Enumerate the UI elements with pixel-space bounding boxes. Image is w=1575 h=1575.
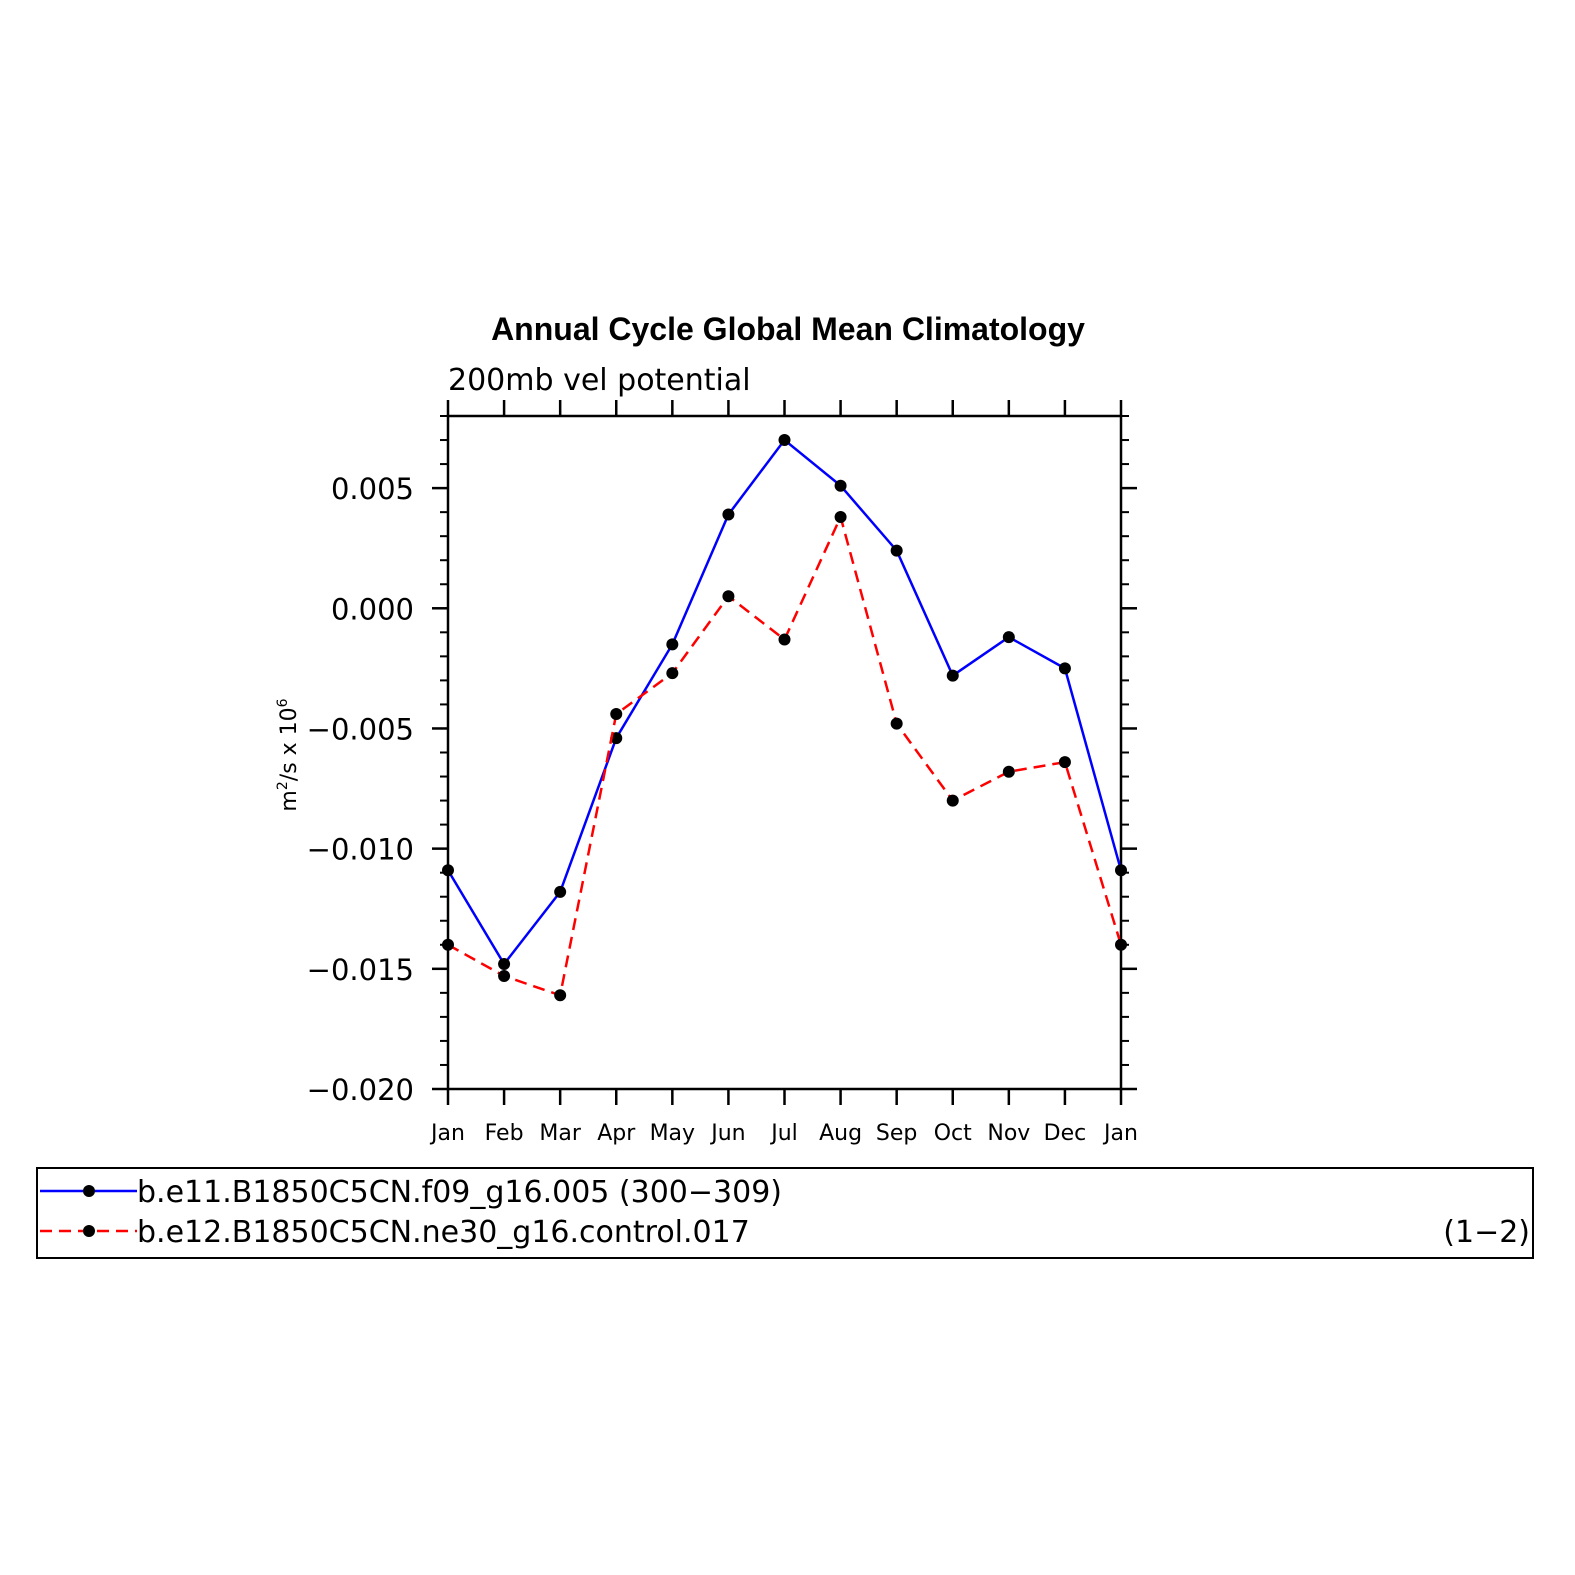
series-2-marker [890,717,903,730]
series-1-marker [1115,864,1127,877]
series-1-marker [442,864,454,877]
x-tick-label: Jan [1102,1121,1138,1146]
y-tick-label: −0.015 [307,953,414,987]
legend-label-1: b.e11.B1850C5CN.f09_g16.005 (300−309) [137,1175,782,1210]
series-1-marker [778,434,791,447]
series-1-marker [1058,662,1071,675]
x-tick-label: Jul [769,1121,798,1146]
series-line-1 [446,438,1123,967]
series-2-marker [1115,938,1127,951]
chart-title: Annual Cycle Global Mean Climatology [491,311,1085,347]
series-1-marker [890,544,903,557]
plot-area: Jan Feb Mar Apr May Jun Jul Aug Sep Oct Nov Dec Jan−… [307,400,1138,1146]
y-axis-label-exp2: 6 [275,698,291,707]
x-tick-label: Oct [934,1121,972,1146]
series-2-marker [778,633,791,646]
x-tick-label: Jun [709,1121,745,1146]
series-2-marker [554,989,567,1002]
y-tick-label: −0.010 [307,833,414,867]
series-1-marker [834,479,847,492]
legend-marker-1 [83,1185,95,1197]
chart-subtitle: 200mb vel potential [448,363,751,398]
series-1-marker [946,669,959,682]
series-2-marker [498,970,511,983]
legend: (1−2) b.e11.B1850C5CN.f09_g16.005 (300−3… [36,1167,1534,1259]
legend-label-2: b.e12.B1850C5CN.ne30_g16.control.017 [137,1215,750,1250]
x-tick-label: Feb [485,1121,524,1146]
series-2-marker [666,667,679,680]
series-1-marker [1002,631,1015,644]
y-tick-label: −0.005 [307,712,414,746]
y-axis-label-base: m [277,790,302,811]
x-tick-label: Mar [539,1121,581,1146]
x-tick-label: Jan [429,1121,465,1146]
y-axis-label: m2/s x 106 [275,698,302,811]
y-axis-label-exp1: 2 [275,781,291,790]
series-line-2 [447,513,1123,997]
series-2-marker [834,510,847,523]
y-tick-label: 0.000 [331,592,414,626]
y-tick-label: −0.020 [307,1073,414,1107]
series-1-marker [554,885,567,898]
x-tick-label: May [650,1121,695,1146]
series-2-marker [1002,765,1015,778]
series-2-marker [1058,756,1071,769]
plot-frame [446,414,1123,1091]
x-tick-label: Dec [1044,1121,1087,1146]
series-1-marker [498,958,511,971]
legend-box [36,1167,1534,1259]
legend-marker-2 [83,1225,95,1237]
series-2-marker [610,708,623,721]
series-2-marker [442,938,454,951]
series-1-marker [666,638,679,651]
y-axis-label-mid: /s x 10 [277,707,302,781]
series-2-marker [946,794,959,807]
x-tick-label: Aug [819,1121,862,1146]
series-2-marker [722,590,735,603]
y-tick-label: 0.005 [331,472,414,506]
x-tick-label: Nov [987,1121,1030,1146]
x-tick-label: Sep [876,1121,917,1146]
series-1-marker [722,508,735,521]
x-tick-label: Apr [597,1121,636,1146]
legend-note: (1−2) [1443,1215,1530,1250]
